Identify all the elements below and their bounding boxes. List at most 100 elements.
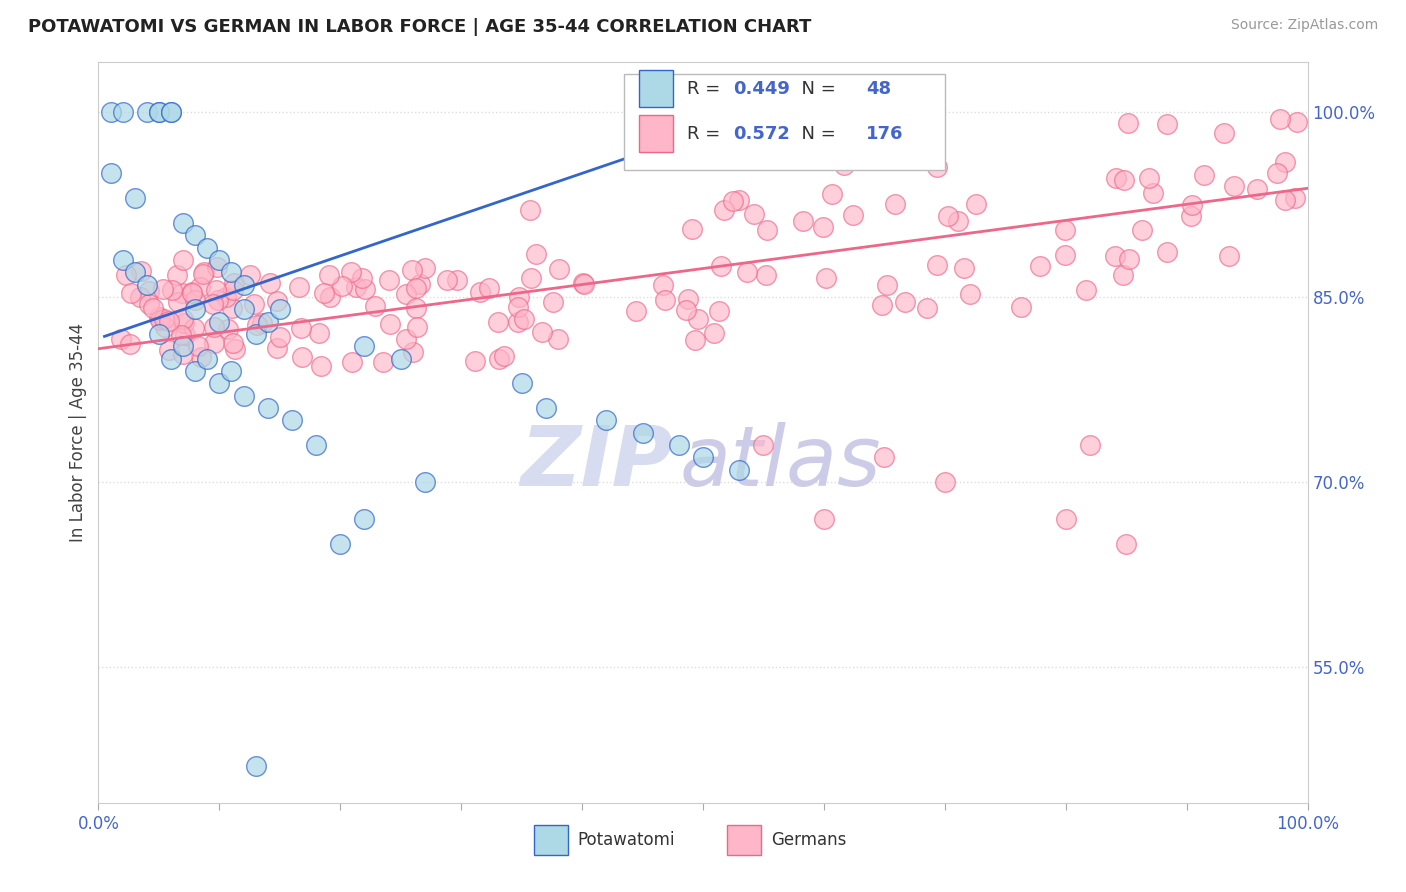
Point xyxy=(232,277,254,292)
Point xyxy=(402,345,425,359)
Y-axis label: In Labor Force | Age 35-44: In Labor Force | Age 35-44 xyxy=(69,323,87,542)
Point xyxy=(124,265,146,279)
Point xyxy=(111,104,134,119)
Point xyxy=(873,450,896,465)
Point xyxy=(936,209,959,223)
Point xyxy=(1116,115,1139,129)
Point xyxy=(201,297,224,311)
Point xyxy=(207,260,229,275)
Point xyxy=(654,293,676,307)
Text: R =: R = xyxy=(688,125,727,143)
Point xyxy=(1285,115,1308,129)
Point xyxy=(1246,182,1268,196)
Point xyxy=(309,359,332,373)
Point xyxy=(256,315,278,329)
Point xyxy=(405,301,427,315)
Point xyxy=(834,158,856,172)
Point xyxy=(1029,259,1052,273)
Point xyxy=(202,336,225,351)
Point xyxy=(752,438,775,452)
Point xyxy=(339,265,361,279)
Point xyxy=(148,310,170,325)
Point xyxy=(934,475,956,489)
Point xyxy=(1274,155,1296,169)
Point xyxy=(721,194,744,208)
Point xyxy=(710,260,733,274)
Text: 48: 48 xyxy=(866,79,891,98)
Point xyxy=(884,197,907,211)
Point xyxy=(446,273,468,287)
Point xyxy=(1223,178,1246,193)
Point xyxy=(187,339,209,353)
Point xyxy=(353,512,375,526)
Point xyxy=(256,401,278,415)
Point xyxy=(925,161,948,175)
Point xyxy=(678,292,700,306)
Point xyxy=(478,280,501,294)
Point xyxy=(153,320,176,334)
Point xyxy=(269,330,291,344)
Point xyxy=(172,312,194,326)
Point xyxy=(373,355,395,369)
Point xyxy=(172,339,194,353)
Point xyxy=(172,285,194,300)
Point xyxy=(318,268,340,283)
Text: Source: ZipAtlas.com: Source: ZipAtlas.com xyxy=(1230,18,1378,32)
Point xyxy=(184,364,207,378)
Point xyxy=(222,335,245,350)
Point xyxy=(707,304,730,318)
Point xyxy=(190,280,212,294)
Point xyxy=(1274,193,1296,207)
Point xyxy=(184,302,207,317)
Point xyxy=(157,343,180,358)
FancyBboxPatch shape xyxy=(624,73,945,169)
Point xyxy=(1130,223,1153,237)
Point xyxy=(172,347,194,361)
Point xyxy=(406,319,429,334)
Point xyxy=(470,285,492,300)
Point xyxy=(952,260,974,275)
Point xyxy=(675,303,697,318)
Point xyxy=(792,214,814,228)
Point xyxy=(686,311,709,326)
Point xyxy=(184,228,207,243)
Point xyxy=(1137,170,1160,185)
Point xyxy=(288,280,311,294)
Point xyxy=(1078,438,1101,452)
Point xyxy=(946,213,969,227)
Point xyxy=(436,273,458,287)
Point xyxy=(208,252,231,267)
Point xyxy=(100,167,122,181)
Point xyxy=(1054,512,1077,526)
Point xyxy=(728,463,751,477)
Point xyxy=(239,268,262,282)
Text: 0.449: 0.449 xyxy=(734,79,790,98)
Point xyxy=(394,286,416,301)
Point xyxy=(486,315,509,329)
Point xyxy=(173,316,195,330)
Point xyxy=(222,276,245,290)
Point xyxy=(1114,173,1136,187)
Point xyxy=(842,208,865,222)
Point xyxy=(965,197,987,211)
Point xyxy=(547,262,569,277)
Point xyxy=(330,279,353,293)
Point xyxy=(319,290,342,304)
Point xyxy=(405,281,427,295)
Point xyxy=(195,240,218,255)
Point xyxy=(389,351,412,366)
Point xyxy=(742,207,765,221)
Point xyxy=(181,285,204,300)
Point xyxy=(191,267,214,281)
Point xyxy=(100,104,122,119)
Point xyxy=(813,512,835,526)
Point xyxy=(115,268,138,283)
Point xyxy=(652,278,675,293)
Point xyxy=(135,277,157,292)
Point xyxy=(513,312,536,326)
Point xyxy=(232,302,254,317)
Point xyxy=(1156,245,1178,260)
Point xyxy=(631,425,654,440)
Point xyxy=(135,104,157,119)
Point xyxy=(110,333,132,347)
